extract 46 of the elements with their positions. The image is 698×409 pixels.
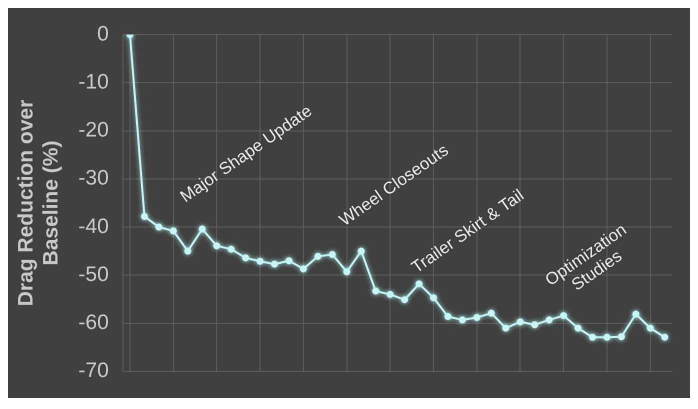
point <box>444 313 452 320</box>
y-tick-label: -70 <box>78 359 109 382</box>
point <box>256 258 264 265</box>
point <box>546 316 553 324</box>
point <box>358 248 365 255</box>
point <box>661 334 668 341</box>
point <box>343 268 350 276</box>
point <box>170 227 177 234</box>
point <box>458 316 466 324</box>
y-tick-label: -10 <box>78 70 109 94</box>
point <box>516 318 524 326</box>
point <box>574 324 582 332</box>
point <box>372 288 380 295</box>
point <box>386 290 394 298</box>
y-tick-label: -50 <box>78 262 109 286</box>
point <box>560 312 568 320</box>
point <box>416 280 423 288</box>
point <box>618 333 625 340</box>
point <box>646 324 654 332</box>
y-tick-label: -60 <box>78 311 109 334</box>
point <box>184 248 192 255</box>
point <box>271 260 278 268</box>
point <box>430 294 438 302</box>
y-tick-label: -40 <box>78 214 109 238</box>
point <box>300 265 307 272</box>
y-tick-label: -20 <box>78 118 109 142</box>
point <box>502 324 510 332</box>
y-axis-title: Drag Reduction over Baseline (%) <box>14 100 63 306</box>
y-tick-label: -30 <box>78 166 109 190</box>
y-tick-label: 0 <box>97 22 109 46</box>
point <box>285 257 292 264</box>
point <box>228 246 235 253</box>
point <box>140 212 148 220</box>
point <box>328 250 336 258</box>
point <box>155 224 162 231</box>
point <box>314 252 322 260</box>
point <box>242 254 250 262</box>
point <box>531 321 538 328</box>
point <box>213 242 220 250</box>
point <box>589 334 596 341</box>
point <box>401 296 408 304</box>
point <box>488 310 495 317</box>
point <box>198 225 206 232</box>
point <box>603 334 610 341</box>
point <box>473 314 480 322</box>
point <box>632 310 640 318</box>
